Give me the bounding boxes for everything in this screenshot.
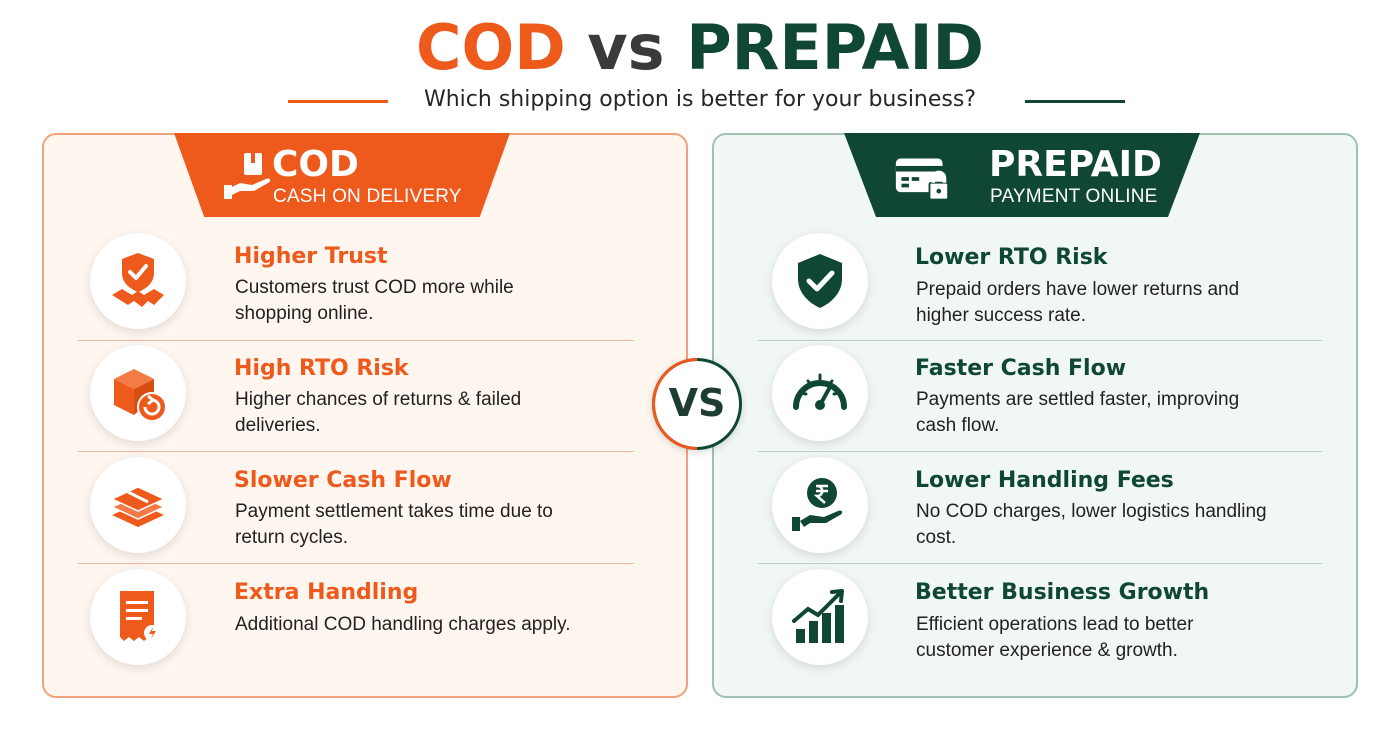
cod-panel: COD CASH ON DELIVERY Higher Trust Custom… xyxy=(42,133,688,698)
cash-on-delivery-icon xyxy=(224,153,271,199)
prepaid-tab: PREPAID PAYMENT ONLINE xyxy=(844,133,1200,217)
prepaid-tab-subtitle: PAYMENT ONLINE xyxy=(990,186,1158,207)
page-title: COD vs PREPAID xyxy=(0,10,1400,86)
prepaid-item-1-desc: Prepaid orders have lower returns and hi… xyxy=(916,279,1240,326)
cod-tab-title: COD xyxy=(272,144,359,185)
cod-item-4-desc: Additional COD handling charges apply. xyxy=(235,614,571,635)
subtitle-row: Which shipping option is better for your… xyxy=(0,86,1400,114)
divider xyxy=(78,563,634,564)
prepaid-item-1-title: Lower RTO Risk xyxy=(915,245,1108,270)
vs-badge: VS xyxy=(652,358,742,450)
prepaid-item-3-title: Lower Handling Fees xyxy=(915,468,1174,493)
speedometer-icon xyxy=(772,345,868,441)
growth-chart-icon xyxy=(772,569,868,665)
prepaid-item-2-desc: Payments are settled faster, improving c… xyxy=(916,389,1240,436)
cod-item-2-title: High RTO Risk xyxy=(234,356,409,381)
divider xyxy=(758,563,1322,564)
divider xyxy=(758,340,1322,341)
prepaid-panel: PREPAID PAYMENT ONLINE Lower RTO Risk Pr… xyxy=(712,133,1358,698)
subtitle-line-left xyxy=(288,100,388,103)
title-cod: COD xyxy=(416,11,566,84)
cod-item-1-desc: Customers trust COD more while shopping … xyxy=(235,277,514,324)
cod-item-4-title: Extra Handling xyxy=(234,580,419,605)
cod-tab-subtitle: CASH ON DELIVERY xyxy=(273,186,462,207)
shield-handshake-icon xyxy=(90,233,186,329)
prepaid-item-3-desc: No COD charges, lower logistics handling… xyxy=(916,501,1267,548)
prepaid-item-2-title: Faster Cash Flow xyxy=(915,356,1127,381)
divider xyxy=(758,451,1322,452)
card-lock-icon xyxy=(895,158,950,201)
divider xyxy=(78,340,634,341)
cash-stack-icon xyxy=(90,457,186,553)
divider xyxy=(78,451,634,452)
prepaid-item-4-title: Better Business Growth xyxy=(915,580,1210,605)
shield-check-icon xyxy=(772,233,868,329)
cod-item-2-desc: Higher chances of returns & failed deliv… xyxy=(235,389,522,436)
cod-tab: COD CASH ON DELIVERY xyxy=(174,133,510,217)
receipt-fee-icon xyxy=(90,569,186,665)
subtitle: Which shipping option is better for your… xyxy=(423,87,977,112)
rupee-hand-icon xyxy=(772,457,868,553)
subtitle-line-right xyxy=(1025,100,1125,103)
cod-item-1-title: Higher Trust xyxy=(234,244,388,269)
box-return-icon xyxy=(90,345,186,441)
prepaid-tab-title: PREPAID xyxy=(989,144,1162,185)
title-prepaid: PREPAID xyxy=(686,11,984,84)
cod-item-3-title: Slower Cash Flow xyxy=(234,468,452,493)
cod-item-3-desc: Payment settlement takes time due to ret… xyxy=(235,501,553,548)
title-vs: vs xyxy=(587,11,665,84)
prepaid-item-4-desc: Efficient operations lead to better cust… xyxy=(916,614,1194,661)
